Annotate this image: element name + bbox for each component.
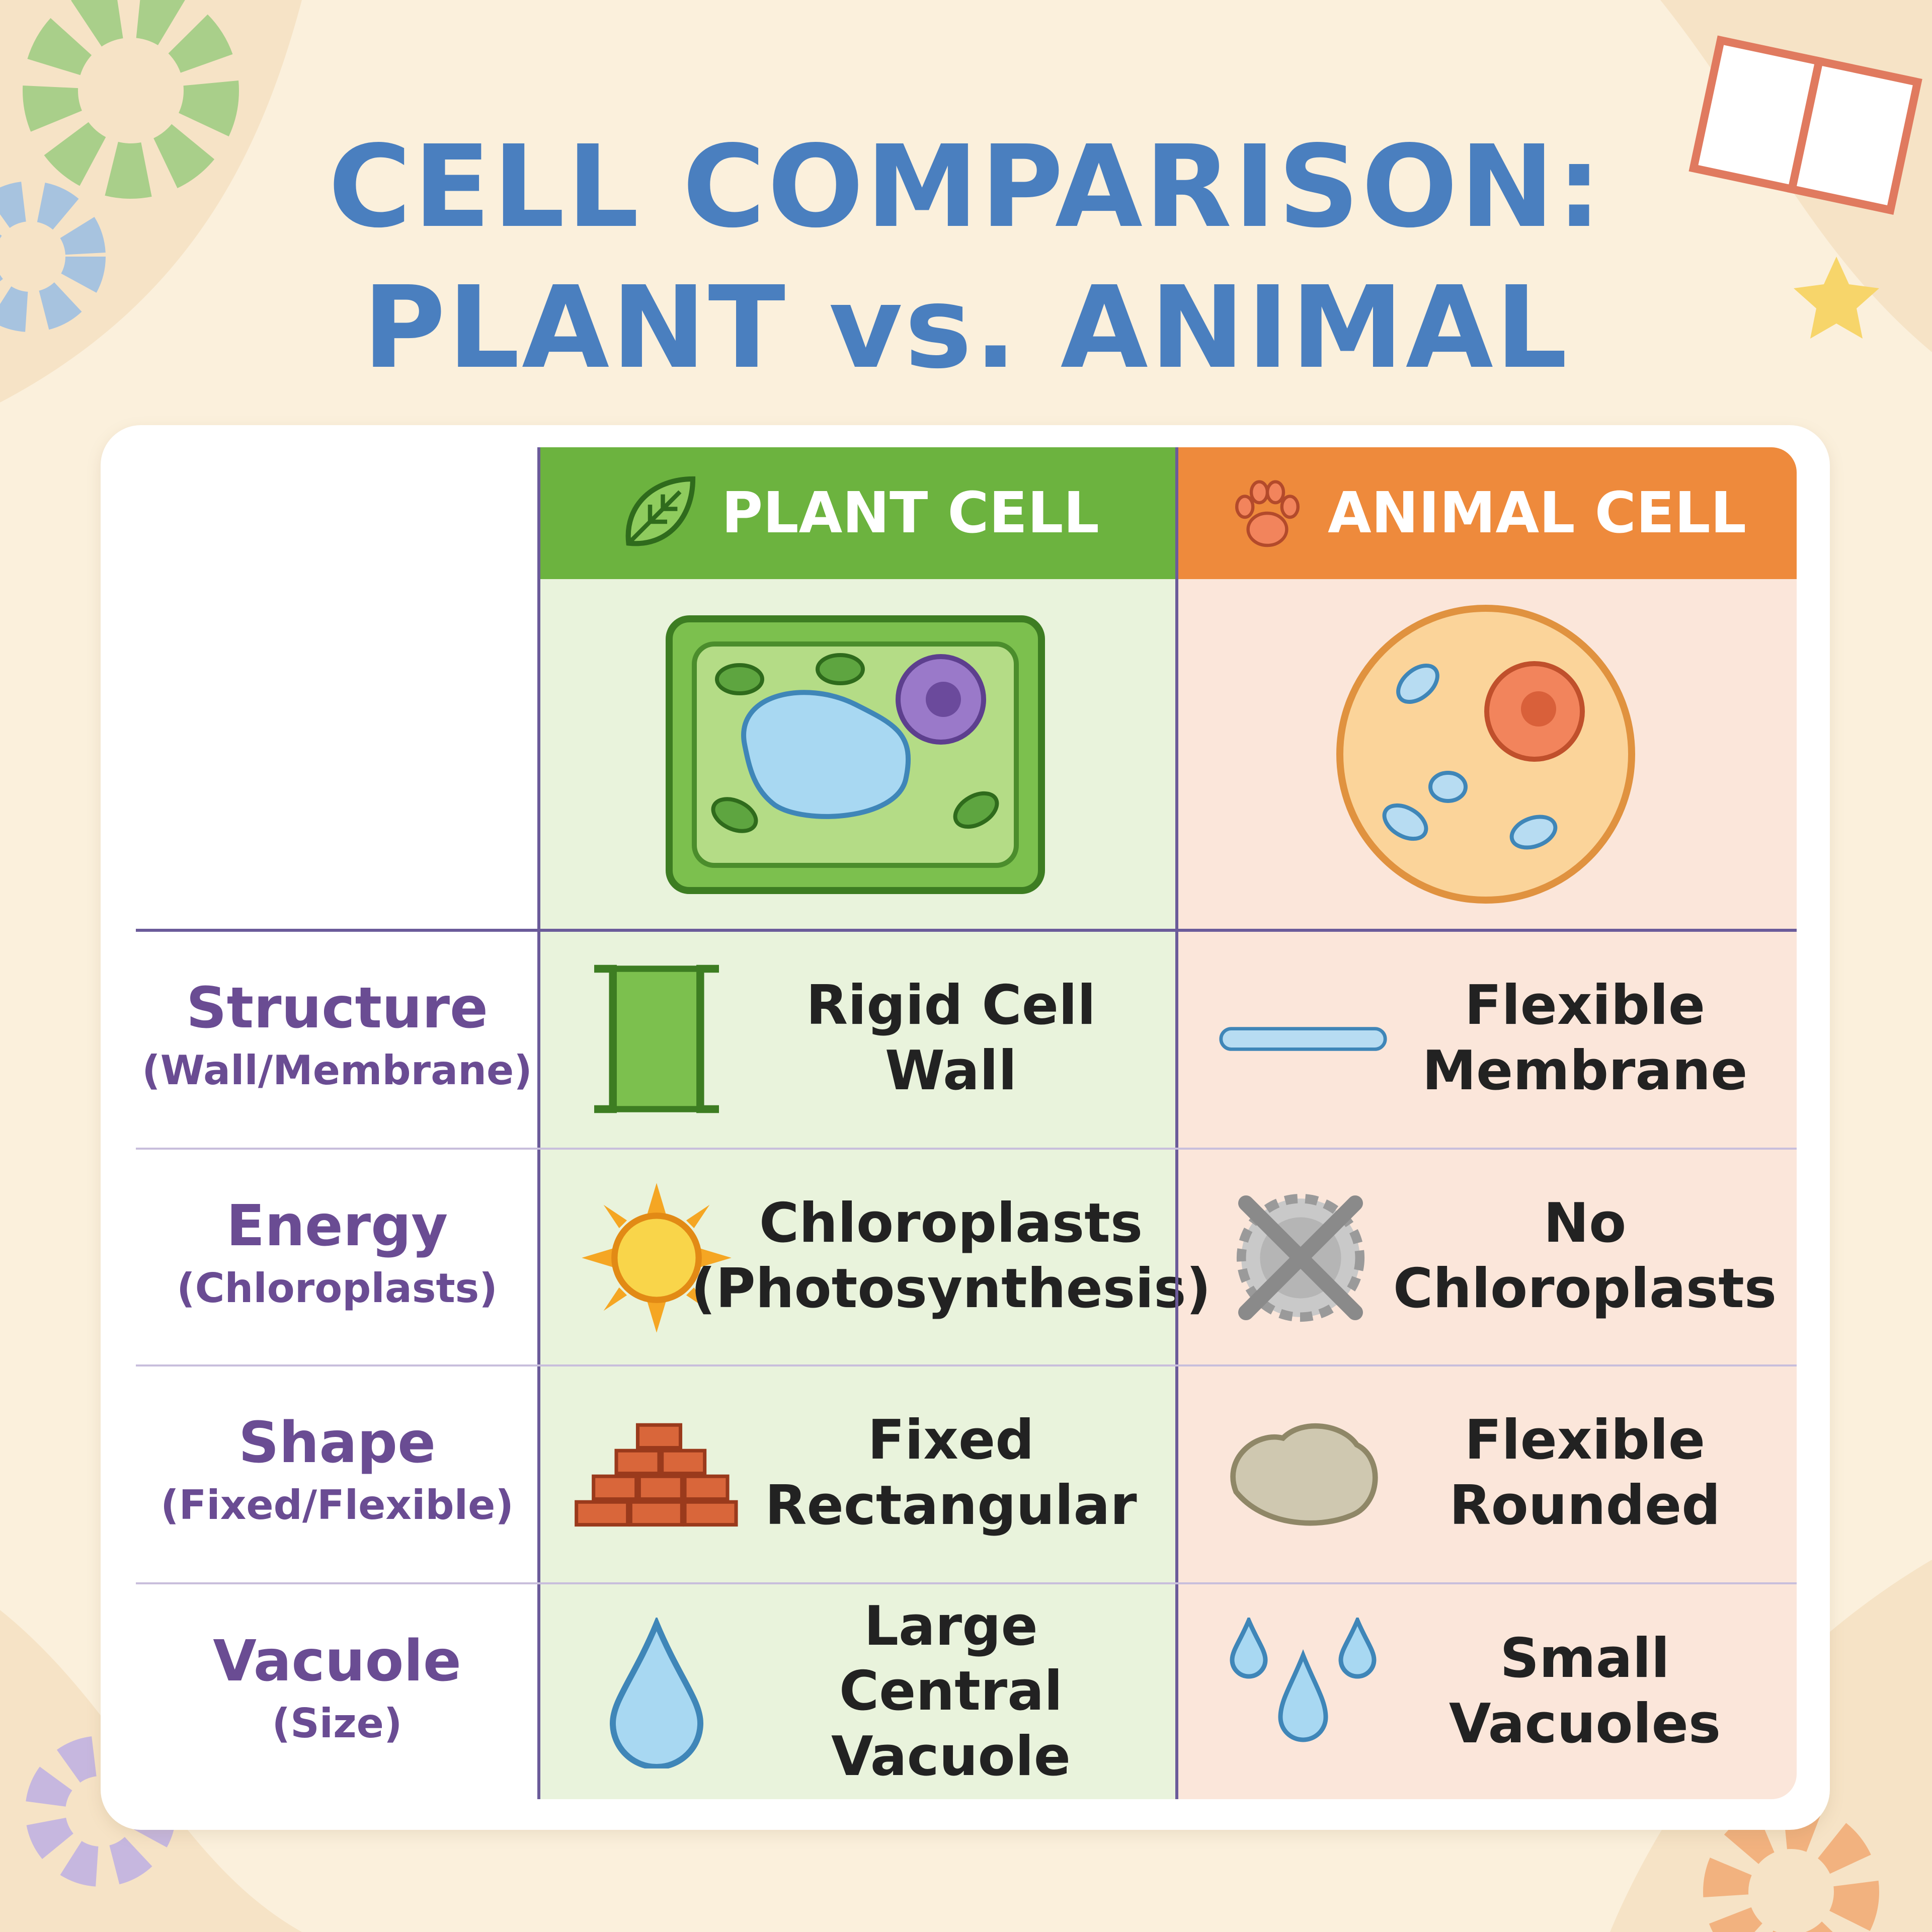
no-chloroplast-icon bbox=[1236, 1193, 1365, 1322]
row-sublabel: (Chloroplasts) bbox=[177, 1265, 498, 1312]
small-drops-icon bbox=[1230, 1618, 1377, 1742]
animal-text: No bbox=[1543, 1192, 1627, 1255]
plant-text: (Photosynthesis) bbox=[691, 1257, 1211, 1320]
plant-cell-text: Chloroplasts (Photosynthesis) bbox=[691, 1148, 1211, 1364]
row-divider bbox=[136, 929, 1797, 932]
animal-text: Flexible bbox=[1464, 974, 1706, 1037]
column-divider bbox=[537, 447, 540, 1799]
plant-text: Vacuole bbox=[831, 1725, 1071, 1788]
plant-text: Large Central bbox=[839, 1594, 1063, 1723]
cell-wall-icon bbox=[594, 964, 719, 1113]
row-label: Shape bbox=[238, 1410, 436, 1476]
column-header: ANIMAL CELL bbox=[1327, 480, 1746, 546]
animal-text: Membrane bbox=[1422, 1039, 1748, 1102]
title-line: CELL COMPARISON: bbox=[328, 121, 1604, 253]
row-label-cell: Energy (Chloroplasts) bbox=[136, 1148, 538, 1364]
column-header: PLANT CELL bbox=[721, 480, 1099, 546]
row-label-cell: Shape (Fixed/Flexible) bbox=[136, 1365, 538, 1581]
sun-icon bbox=[582, 1183, 732, 1333]
plant-cell-text: Rigid Cell Wall bbox=[745, 930, 1157, 1147]
row-divider bbox=[136, 1582, 1797, 1584]
plant-text: Fixed bbox=[867, 1409, 1034, 1472]
animal-text: Chloroplasts bbox=[1393, 1257, 1777, 1320]
animal-text: Flexible bbox=[1464, 1409, 1706, 1472]
row-sublabel: (Size) bbox=[272, 1700, 403, 1747]
animal-cell-illustration bbox=[1336, 605, 1635, 904]
paw-icon bbox=[1235, 480, 1300, 547]
animal-cell-text: Small Vacuoles bbox=[1389, 1583, 1781, 1800]
row-divider bbox=[136, 1364, 1797, 1366]
animal-cell-text: No Chloroplasts bbox=[1389, 1148, 1781, 1364]
row-divider bbox=[136, 1148, 1797, 1150]
plant-cell-illustration bbox=[666, 615, 1045, 894]
plant-header: PLANT CELL bbox=[538, 447, 1177, 579]
column-divider bbox=[1175, 447, 1178, 1799]
row-label: Structure bbox=[186, 975, 489, 1041]
animal-text: Small bbox=[1500, 1627, 1670, 1691]
row-sublabel: (Fixed/Flexible) bbox=[160, 1482, 514, 1529]
membrane-icon bbox=[1219, 1027, 1387, 1051]
blob-icon bbox=[1230, 1423, 1378, 1526]
leaf-icon bbox=[625, 476, 696, 546]
row-label-cell: Vacuole (Size) bbox=[136, 1583, 538, 1800]
row-label: Energy bbox=[226, 1193, 448, 1259]
animal-text: Vacuoles bbox=[1448, 1693, 1721, 1755]
plant-cell-text: Fixed Rectangular bbox=[745, 1365, 1157, 1581]
animal-cell-text: Flexible Rounded bbox=[1389, 1365, 1781, 1581]
plant-text: Chloroplasts bbox=[759, 1192, 1143, 1255]
plant-text: Rectangular bbox=[765, 1474, 1137, 1537]
animal-text: Rounded bbox=[1449, 1474, 1721, 1537]
title-line: PLANT vs. ANIMAL bbox=[362, 262, 1570, 394]
plant-cell-text: Large Central Vacuole bbox=[745, 1583, 1157, 1800]
drop-icon bbox=[609, 1618, 704, 1768]
row-label: Vacuole bbox=[213, 1628, 461, 1694]
plant-text: Rigid Cell Wall bbox=[806, 974, 1096, 1102]
row-label-cell: Structure (Wall/Membrane) bbox=[136, 930, 538, 1147]
animal-header: ANIMAL CELL bbox=[1177, 447, 1797, 579]
row-sublabel: (Wall/Membrane) bbox=[142, 1047, 532, 1094]
animal-cell-text: Flexible Membrane bbox=[1389, 930, 1781, 1147]
bricks-icon bbox=[575, 1423, 738, 1527]
